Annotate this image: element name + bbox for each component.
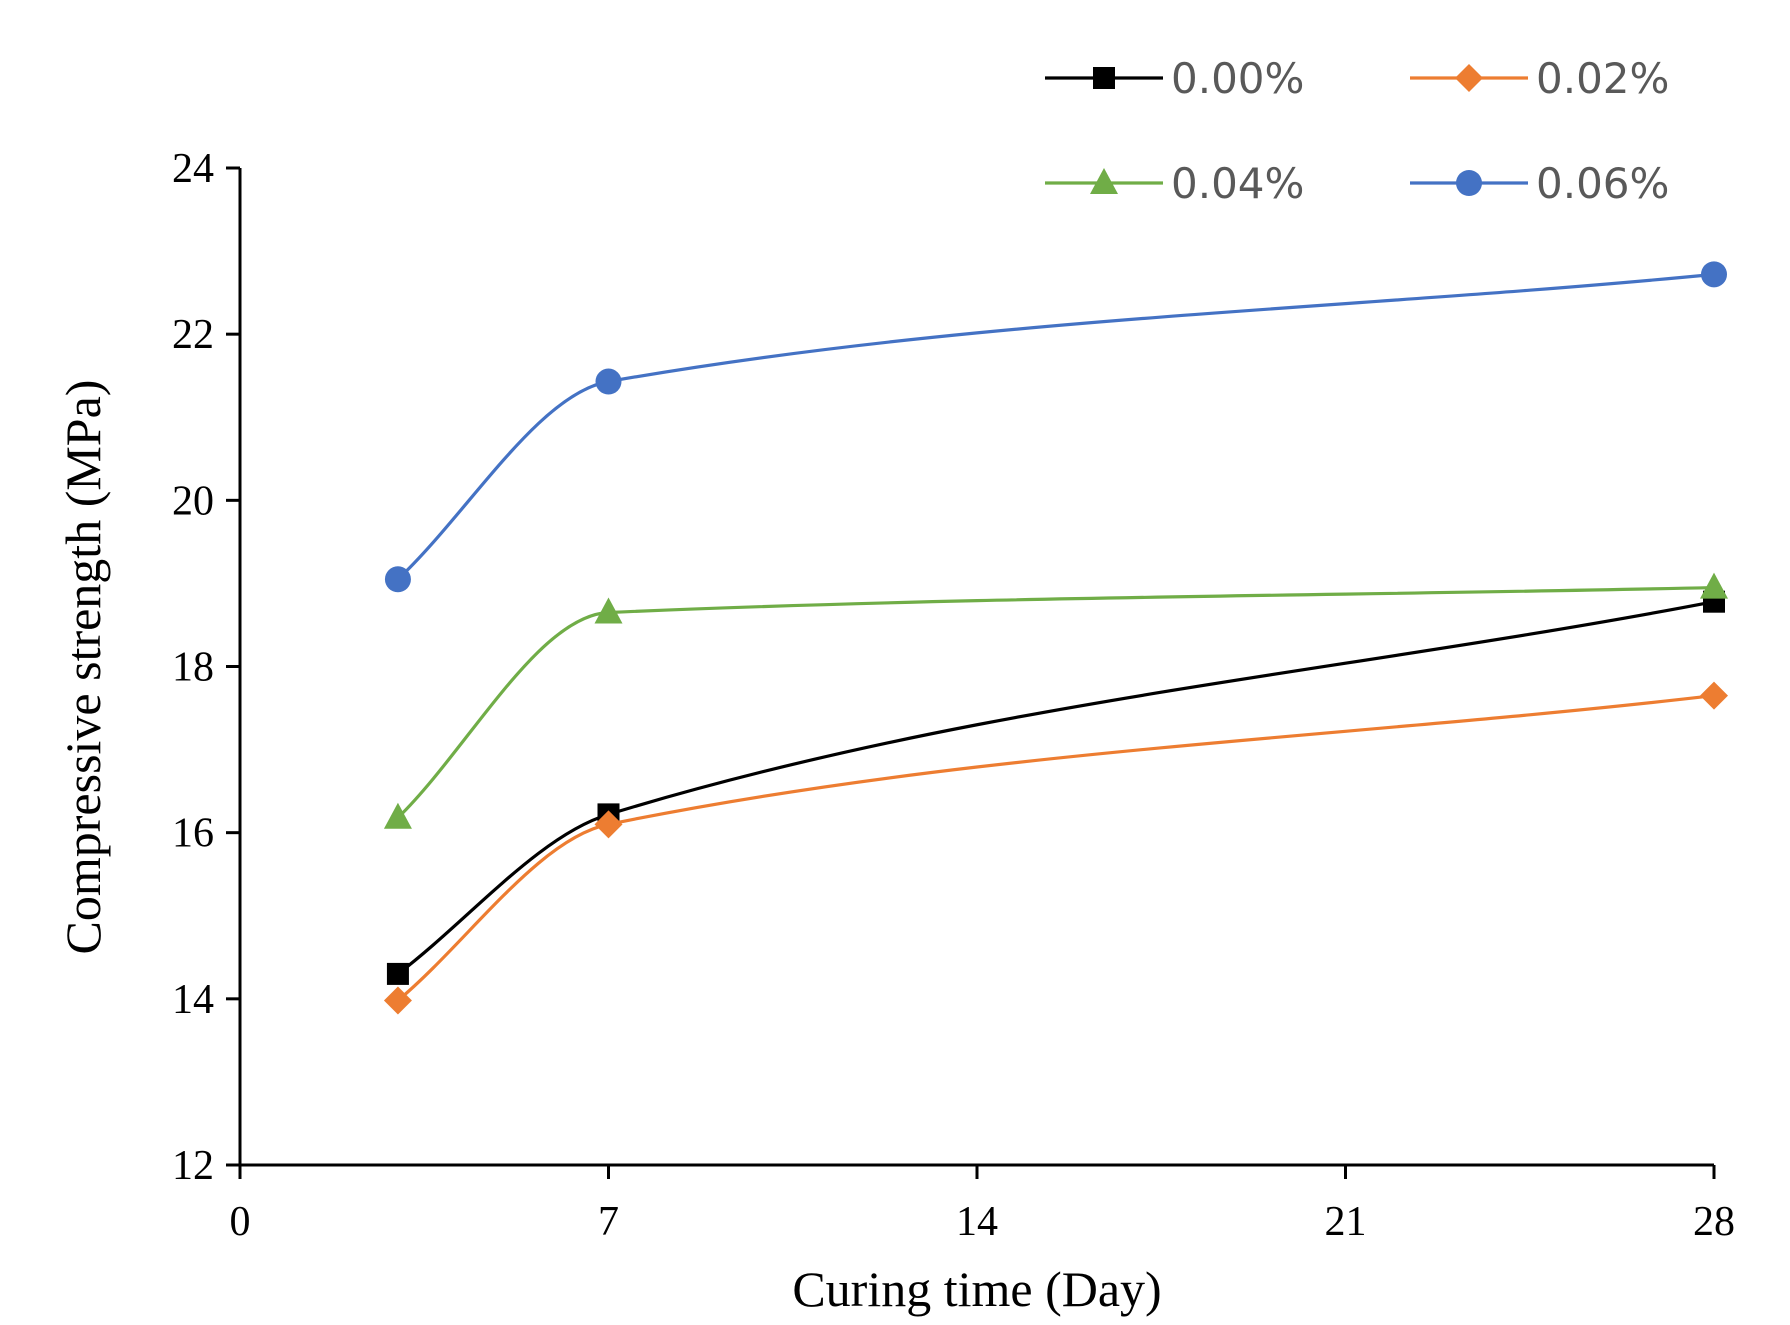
y-axis-title: Compressive strength (MPa) [55,380,111,955]
legend-label: 0.02% [1536,54,1669,103]
legend-marker [1090,168,1118,194]
series-layer [383,261,1728,1015]
legend-label: 0.00% [1171,54,1304,103]
data-point-0.02% [594,810,623,839]
ticks-layer: 12 14 16 18 20 22 24 0 7 14 21 28 [172,146,1735,1245]
legend-label: 0.06% [1536,159,1669,208]
data-point-0.04% [594,597,623,624]
data-point-0.06% [595,368,622,395]
x-tick-label: 14 [956,1199,998,1245]
legend-marker [1455,64,1483,92]
legend-entry: 0.06% [1410,159,1669,208]
y-tick-label: 20 [172,478,214,524]
x-tick-label: 0 [230,1199,251,1245]
legend: 0.00% 0.02% 0.04% 0.06% [1045,54,1669,208]
data-point-0.06% [384,566,411,593]
legend-entry: 0.00% [1045,54,1304,103]
legend-label: 0.04% [1171,159,1304,208]
axes-layer [238,168,1714,1167]
legend-entry: 0.04% [1045,159,1304,208]
data-point-0.02% [1700,681,1728,710]
x-axis-title: Curing time (Day) [792,1261,1161,1317]
y-tick-label: 14 [172,977,214,1023]
legend-marker [1093,67,1115,89]
x-tick-label: 21 [1325,1199,1367,1245]
x-tick-label: 7 [598,1199,619,1245]
series-line-0.06% [396,272,1715,581]
data-point-0.06% [1701,261,1727,288]
x-tick-label: 28 [1693,1199,1735,1245]
series-line-0.02% [396,693,1715,1002]
y-tick-label: 22 [172,312,214,358]
data-point-0.00% [386,962,409,985]
y-tick-label: 16 [172,811,214,857]
y-tick-label: 12 [172,1143,214,1189]
legend-marker [1456,170,1482,196]
series-line-0.04% [396,585,1715,819]
data-point-0.04% [383,802,412,829]
data-point-0.02% [383,986,412,1015]
y-tick-label: 18 [172,645,214,691]
y-tick-label: 24 [172,146,214,192]
series-line-0.00% [396,600,1715,976]
legend-entry: 0.02% [1410,54,1669,103]
data-point-0.04% [1700,572,1728,599]
